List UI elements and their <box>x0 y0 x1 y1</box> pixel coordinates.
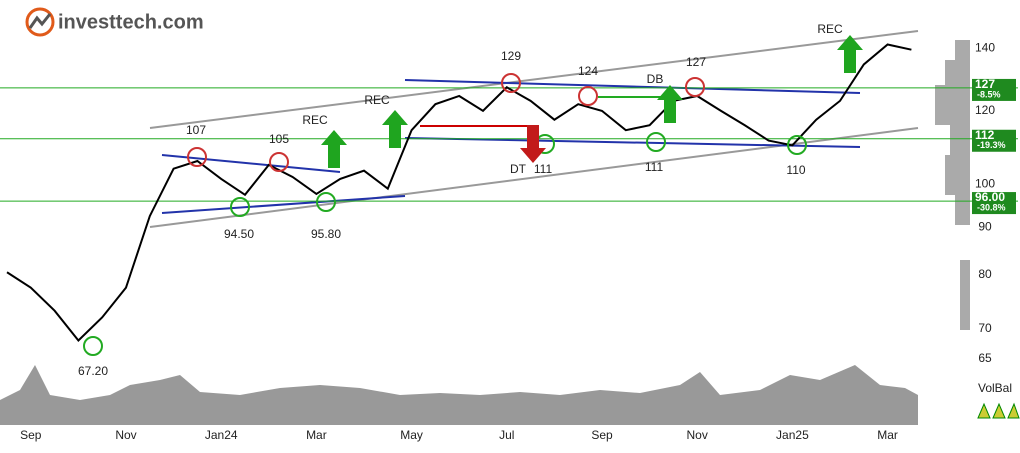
x-tick-label: Mar <box>877 428 898 442</box>
marker-circle <box>316 192 336 212</box>
annotation: 107 <box>186 123 206 137</box>
x-tick-label: Mar <box>306 428 327 442</box>
annotation: 110 <box>786 163 805 177</box>
level-change: -19.3% <box>977 140 1006 150</box>
level-value: 96.00 <box>975 190 1005 204</box>
level-value: 112 <box>975 128 995 142</box>
marker-circle <box>787 135 807 155</box>
y-tick-label: 100 <box>975 177 995 191</box>
volume-profile <box>935 40 970 330</box>
y-tick-label: 90 <box>978 219 992 233</box>
signal-arrow <box>382 110 408 148</box>
y-tick-label: 70 <box>978 321 992 335</box>
logo: investtech.com <box>25 7 204 37</box>
annotation: 95.80 <box>311 227 341 241</box>
signal-arrow <box>520 125 546 163</box>
annotation: 129 <box>501 49 521 63</box>
marker-circle <box>501 73 521 93</box>
volume-arrows <box>977 402 1020 419</box>
signal-arrow <box>837 35 863 73</box>
marker-circle <box>646 132 666 152</box>
signal-arrow <box>657 85 683 123</box>
annotation: 94.50 <box>224 227 254 241</box>
annotation: 105 <box>269 132 289 146</box>
y-tick-label: 140 <box>975 41 995 55</box>
logo-icon <box>25 7 55 37</box>
level-change: -30.8% <box>977 202 1006 212</box>
x-tick-label: Nov <box>115 428 136 442</box>
level-value: 127 <box>975 77 995 91</box>
level-box <box>972 129 1016 152</box>
level-box <box>972 192 1016 215</box>
x-tick-label: Jan25 <box>776 428 809 442</box>
marker-circle <box>230 197 250 217</box>
trend-line <box>404 79 861 94</box>
annotation: REC <box>817 22 843 36</box>
annotation: 127 <box>686 55 706 69</box>
annotation: DB <box>647 72 664 86</box>
signal-arrow <box>321 130 347 168</box>
x-tick-label: Jul <box>499 428 514 442</box>
annotation: 67.20 <box>78 364 108 378</box>
price-line <box>6 43 912 342</box>
trend-channel <box>149 30 919 129</box>
trend-line <box>404 137 861 148</box>
x-tick-label: Nov <box>687 428 708 442</box>
level-label: 127-8.5% <box>972 77 1016 101</box>
marker-circle <box>578 86 598 106</box>
trend-line <box>161 154 341 173</box>
volume-label: VolBal <box>978 381 1012 395</box>
y-tick-label: 65 <box>978 351 992 365</box>
volume-area <box>0 365 918 425</box>
marker-circle <box>187 147 207 167</box>
x-tick-label: Sep <box>591 428 613 442</box>
annotation: 111 <box>534 162 553 176</box>
y-tick-label: 80 <box>978 267 992 281</box>
level-label: 96.00-30.8% <box>972 190 1016 215</box>
level-label: 112-19.3% <box>972 128 1016 152</box>
annotation: REC <box>364 93 390 107</box>
marker-circle <box>83 336 103 356</box>
marker-circle <box>269 152 289 172</box>
x-tick-label: Sep <box>20 428 42 442</box>
x-tick-label: May <box>400 428 423 442</box>
level-box <box>972 78 1016 101</box>
marker-circle <box>685 77 705 97</box>
logo-text: investtech.com <box>58 11 204 33</box>
logo-icon <box>28 13 52 29</box>
annotation: 124 <box>578 64 598 78</box>
x-tick-label: Jan24 <box>205 428 238 442</box>
level-change: -8.5% <box>977 89 1001 99</box>
annotation: REC <box>302 113 328 127</box>
y-tick-label: 120 <box>975 103 995 117</box>
trend-line <box>161 195 406 214</box>
annotation: 111 <box>645 160 664 174</box>
annotation: DT <box>510 162 527 176</box>
